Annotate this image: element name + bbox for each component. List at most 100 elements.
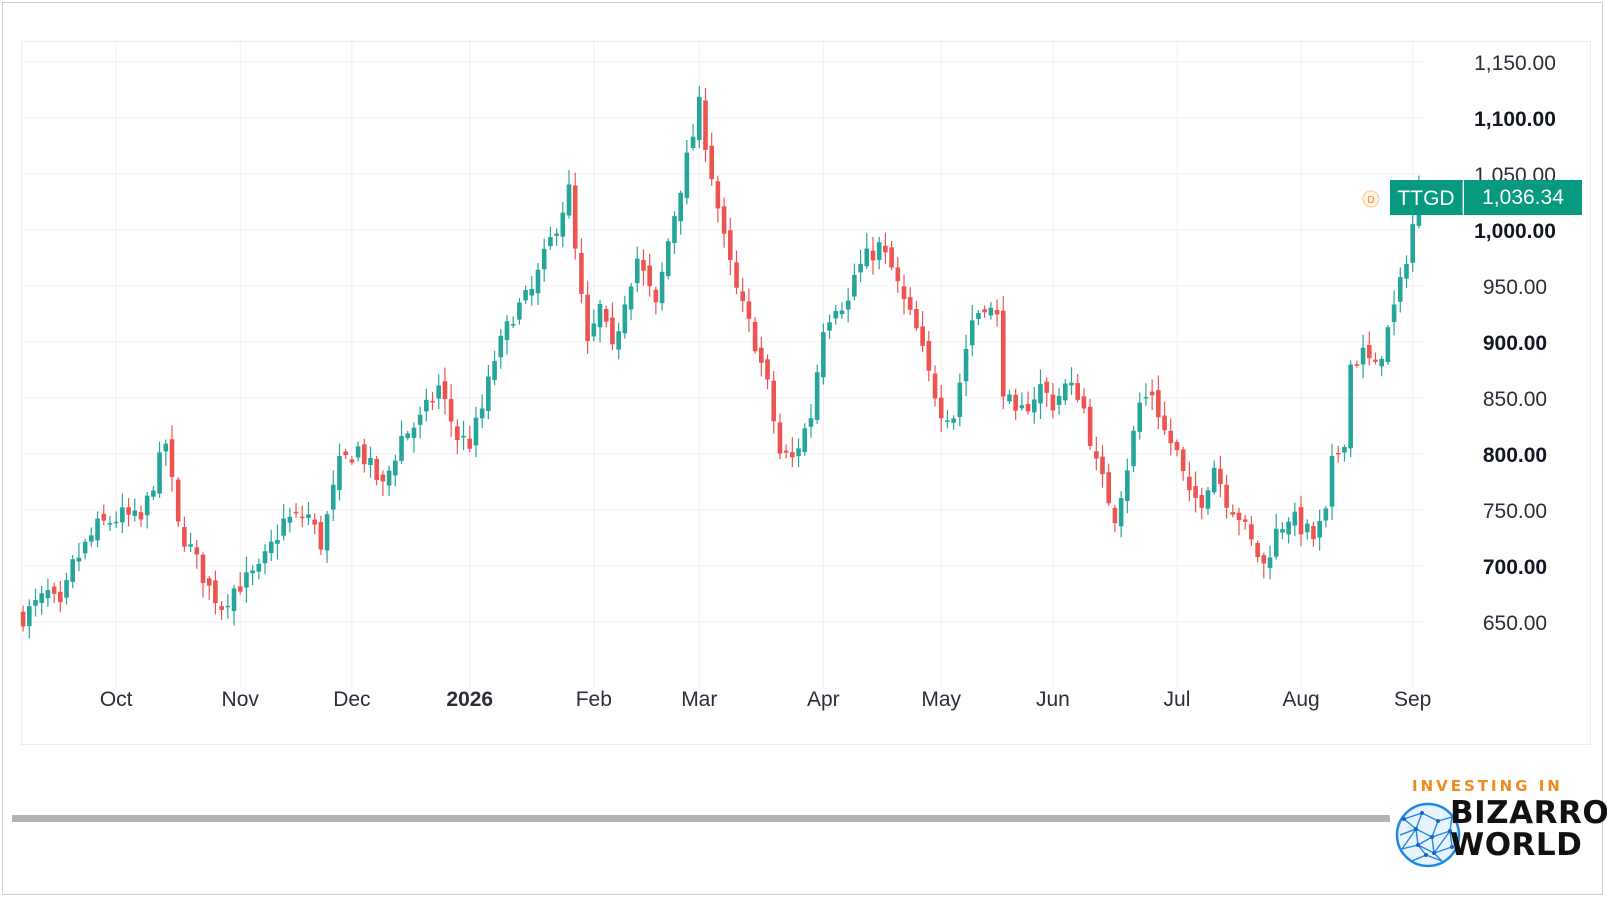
candle — [175, 477, 181, 528]
candle-body — [1323, 508, 1329, 521]
candle-body — [610, 317, 615, 345]
candle — [89, 527, 94, 547]
candle — [864, 232, 870, 269]
candle-body — [1112, 507, 1118, 524]
candle — [1317, 509, 1322, 551]
candle — [622, 295, 628, 339]
candle — [1025, 391, 1031, 415]
candle-body — [343, 451, 348, 456]
candle-body — [337, 455, 342, 491]
y-tick-label: 750.00 — [1483, 500, 1547, 523]
x-tick-label: Dec — [333, 688, 370, 711]
candle-body — [89, 535, 94, 542]
candle-body — [976, 313, 981, 319]
candle — [399, 420, 404, 465]
candle — [306, 501, 311, 526]
candle — [932, 365, 938, 407]
candle — [355, 441, 361, 462]
candle — [845, 288, 851, 323]
candle — [591, 309, 597, 342]
x-tick-label: Jul — [1164, 688, 1191, 711]
candle — [349, 456, 355, 465]
candle — [1273, 513, 1279, 560]
candle-body — [51, 586, 57, 594]
candle — [330, 470, 336, 521]
candle — [951, 415, 956, 430]
candle-body — [33, 600, 38, 606]
candle — [318, 515, 324, 556]
candle — [76, 542, 82, 572]
candle-body — [684, 152, 690, 198]
candle-body — [318, 522, 324, 550]
candle — [715, 175, 721, 223]
candle — [1410, 213, 1415, 272]
x-tick-label: Apr — [807, 688, 840, 711]
candle-body — [45, 590, 51, 599]
candle — [876, 236, 882, 270]
candle — [20, 605, 26, 632]
candle — [740, 277, 746, 313]
candle — [1044, 377, 1049, 408]
candle-body — [380, 474, 386, 482]
candle — [665, 238, 671, 280]
candle-body — [560, 212, 566, 237]
candle-body — [225, 605, 231, 608]
candle — [299, 505, 305, 528]
candle-body — [1180, 449, 1186, 472]
candle-body — [1187, 476, 1192, 491]
candle-body — [1391, 304, 1397, 323]
candle — [821, 323, 826, 385]
candle-body — [151, 490, 156, 497]
candle — [1230, 504, 1236, 518]
candle-body — [1100, 456, 1105, 475]
candle-body — [821, 332, 826, 378]
candle — [597, 300, 603, 343]
candle — [58, 580, 63, 613]
candle — [790, 437, 795, 468]
candle — [126, 498, 131, 527]
candle — [914, 300, 919, 331]
candle — [976, 310, 981, 326]
candle — [1199, 487, 1205, 520]
grid — [20, 40, 1422, 688]
candle-body — [982, 309, 987, 313]
candle — [144, 491, 150, 529]
candle-body — [1304, 523, 1310, 533]
candle-body — [237, 586, 243, 592]
y-tick-label: 800.00 — [1483, 444, 1547, 467]
candle-body — [907, 297, 913, 310]
candle-body — [889, 247, 894, 268]
x-axis: Oct Nov Dec 2026 Feb Mar Apr May Jun Jul Aug Sep — [100, 688, 1432, 711]
candle-body — [324, 514, 330, 551]
candle-body — [1348, 364, 1353, 449]
candle-body — [876, 242, 882, 260]
candle — [579, 238, 584, 303]
candle-body — [529, 289, 535, 296]
candle — [374, 455, 380, 486]
time-scrollbar[interactable] — [12, 815, 1390, 822]
candle — [1069, 367, 1074, 395]
logo-tagline: INVESTING IN — [1412, 777, 1563, 795]
candle — [1205, 486, 1211, 516]
plot-area — [21, 41, 1591, 745]
candle-body — [82, 541, 88, 554]
candle — [107, 515, 113, 532]
candle-body — [1261, 555, 1267, 564]
price-chart[interactable]: 650.00 700.00 750.00 800.00 850.00 900.00 950.… — [0, 0, 1607, 760]
candle-body — [182, 527, 187, 547]
candle-body — [299, 516, 305, 519]
candle-body — [1354, 364, 1360, 366]
candle-body — [1236, 512, 1242, 521]
candle — [659, 262, 665, 311]
candle — [926, 331, 932, 382]
candle-body — [1317, 520, 1322, 538]
candle-body — [603, 308, 609, 322]
candle — [169, 425, 175, 492]
candle — [213, 570, 218, 615]
candle-body — [1031, 399, 1037, 413]
candle — [1000, 296, 1006, 410]
candle — [616, 322, 621, 360]
candle — [901, 274, 907, 315]
x-tick-label: May — [921, 688, 961, 711]
candle — [411, 422, 417, 453]
